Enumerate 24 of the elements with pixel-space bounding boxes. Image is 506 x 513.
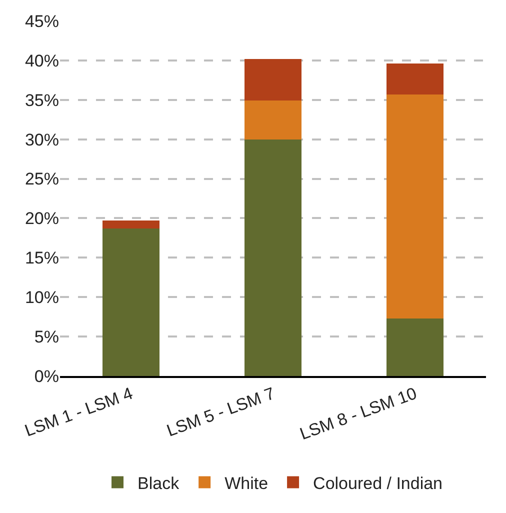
- bar: [386, 64, 444, 94]
- bar: [386, 318, 444, 376]
- bar: [244, 100, 302, 140]
- bar: [102, 228, 160, 376]
- y-tick-label: 25%: [24, 170, 59, 189]
- y-tick-label: 40%: [24, 51, 59, 70]
- bar: [386, 94, 444, 318]
- y-tick-label: 45%: [24, 12, 59, 31]
- y-tick-label: 30%: [24, 130, 59, 150]
- y-tick-label: 0%: [34, 366, 59, 386]
- y-tick-label: 10%: [24, 288, 59, 308]
- legend-label: White: [224, 474, 268, 493]
- y-tick-label: 15%: [24, 248, 59, 268]
- bar: [244, 58, 302, 101]
- legend-label: Black: [138, 474, 180, 493]
- bar: [244, 139, 302, 376]
- bar: [102, 220, 160, 228]
- y-tick-label: 5%: [34, 328, 59, 347]
- x-tick-label: LSM 1 - LSM 4: [22, 384, 136, 440]
- y-tick-label: 20%: [24, 209, 59, 228]
- x-tick-label: LSM 8 - LSM 10: [297, 384, 420, 444]
- y-tick-label: 35%: [24, 90, 59, 110]
- x-tick-label: LSM 5 - LSM 7: [164, 384, 278, 440]
- legend-label: Coloured / Indian: [313, 474, 443, 493]
